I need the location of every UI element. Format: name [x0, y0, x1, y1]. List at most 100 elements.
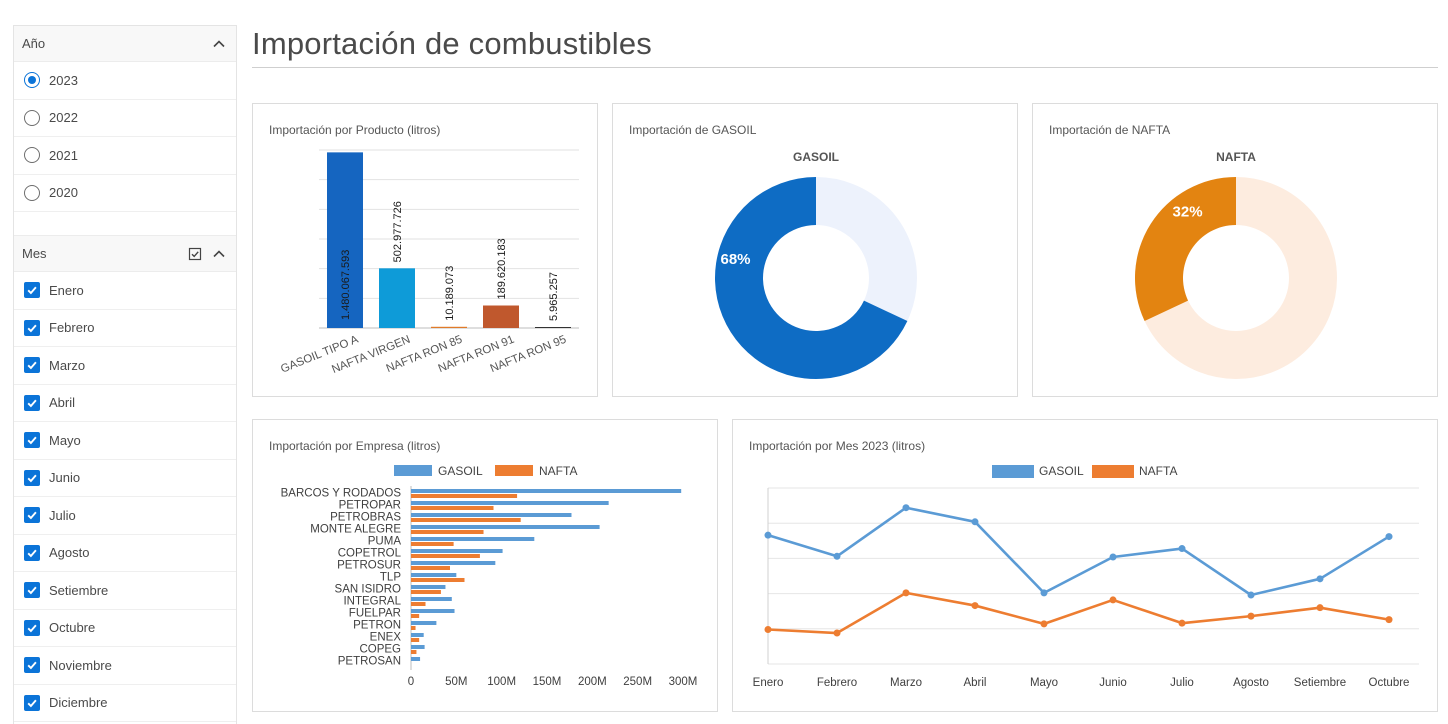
select-all-icon[interactable]	[188, 247, 202, 261]
chevron-up-icon[interactable]	[212, 37, 226, 51]
nafta-chart-card: Importación de NAFTA NAFTA 32%	[1032, 103, 1438, 397]
monthly-chart-card: Importación por Mes 2023 (litros) GASOIL…	[732, 419, 1438, 712]
company-label-13: COPEG	[359, 644, 401, 656]
checkmark-icon	[27, 586, 37, 595]
year-filter-header[interactable]: Año	[14, 26, 236, 62]
checkmark-icon	[27, 661, 37, 670]
month-option-abril[interactable]: Abril	[14, 385, 236, 422]
checkbox[interactable]	[24, 394, 40, 411]
month-option-diciembre[interactable]: Diciembre	[14, 685, 236, 722]
month-option-junio[interactable]: Junio	[14, 460, 236, 497]
legend-swatch-gasoil	[394, 465, 432, 476]
month-filter-title: Mes	[22, 246, 47, 261]
product-chart-card: Importación por Producto (litros) 1.480.…	[252, 103, 598, 397]
option-label: Diciembre	[49, 695, 108, 711]
legend-label-nafta: NAFTA	[539, 464, 577, 478]
gasoil-chart-card: Importación de GASOIL GASOIL 68%	[612, 103, 1018, 397]
point-gasoil-1	[833, 552, 841, 560]
year-option-2021[interactable]: 2021	[14, 137, 236, 175]
checkbox[interactable]	[24, 619, 40, 636]
bar-gasoil-0	[411, 489, 682, 493]
checkbox[interactable]	[24, 544, 40, 561]
year-option-2022[interactable]: 2022	[14, 100, 236, 137]
checkbox[interactable]	[24, 694, 40, 711]
checkbox[interactable]	[24, 582, 40, 599]
bar-gasoil-14	[411, 657, 421, 661]
checkbox[interactable]	[24, 432, 40, 449]
data-label-2: 10.189.073	[444, 266, 456, 321]
point-gasoil-7	[1247, 591, 1255, 599]
month-option-agosto[interactable]: Agosto	[14, 535, 236, 572]
option-label: Octubre	[49, 620, 96, 636]
chevron-up-icon[interactable]	[212, 247, 226, 261]
bar-3	[483, 305, 519, 328]
x-tick-label-3: 150M	[533, 676, 562, 688]
month-option-febrero[interactable]: Febrero	[14, 310, 236, 347]
year-option-2020[interactable]: 2020	[14, 175, 236, 212]
company-label-5: COPETROL	[338, 548, 402, 560]
month-option-julio[interactable]: Julio	[14, 497, 236, 535]
bar-gasoil-13	[411, 645, 425, 649]
company-label-3: MONTE ALEGRE	[310, 524, 401, 536]
company-label-4: PUMA	[368, 536, 402, 548]
x-tick-label-2: Marzo	[890, 677, 922, 689]
option-label: Marzo	[49, 357, 86, 373]
year-filter-title: Año	[22, 36, 46, 51]
checkbox[interactable]	[24, 657, 40, 674]
bar-gasoil-2	[411, 513, 572, 517]
radio-button[interactable]	[24, 147, 40, 164]
bar-nafta-3	[411, 530, 484, 534]
nafta-donut-chart: NAFTA 32%	[1135, 150, 1337, 379]
x-tick-label-7: Agosto	[1233, 677, 1269, 689]
donut-main-slice	[715, 177, 908, 379]
radio-button[interactable]	[24, 184, 40, 201]
x-tick-label-6: 300M	[669, 676, 698, 688]
checkbox[interactable]	[24, 282, 40, 299]
checkbox[interactable]	[24, 507, 40, 524]
legend-swatch-gasoil	[992, 465, 1034, 478]
point-nafta-1	[833, 629, 841, 637]
option-label: Agosto	[49, 545, 90, 561]
point-nafta-2	[902, 589, 910, 597]
month-option-enero[interactable]: Enero	[14, 272, 236, 310]
bar-nafta-0	[411, 494, 518, 498]
checkbox[interactable]	[24, 469, 40, 486]
checkmark-icon	[27, 361, 37, 370]
line-nafta	[767, 591, 1390, 635]
filter-sidebar: Año 2023 2022 2021 2020 Mes Enero Febrero Mar…	[13, 25, 237, 724]
month-option-noviembre[interactable]: Noviembre	[14, 647, 236, 685]
bar-gasoil-11	[411, 621, 437, 625]
company-label-12: ENEX	[370, 632, 402, 644]
month-option-octubre[interactable]: Octubre	[14, 610, 236, 647]
bar-gasoil-1	[411, 501, 609, 505]
page-title: Importación de combustibles	[252, 26, 652, 61]
month-option-mayo[interactable]: Mayo	[14, 422, 236, 460]
data-label-4: 5.965.257	[548, 272, 560, 321]
bar-nafta-13	[411, 650, 417, 654]
bar-nafta-4	[411, 542, 454, 546]
option-label: Febrero	[49, 320, 95, 336]
bar-gasoil-12	[411, 633, 424, 637]
checkbox[interactable]	[24, 319, 40, 336]
point-nafta-4	[1040, 620, 1048, 628]
checkmark-icon	[27, 436, 37, 445]
year-option-2023[interactable]: 2023	[14, 62, 236, 100]
checkmark-icon	[27, 286, 37, 295]
x-tick-label-5: 250M	[623, 676, 652, 688]
month-option-marzo[interactable]: Marzo	[14, 347, 236, 385]
checkbox[interactable]	[24, 357, 40, 374]
month-option-setiembre[interactable]: Setiembre	[14, 572, 236, 610]
radio-button[interactable]	[24, 109, 40, 126]
month-filter-header[interactable]: Mes	[14, 236, 236, 272]
x-tick-label-0: Enero	[753, 677, 784, 689]
option-label: Junio	[49, 470, 81, 486]
x-tick-label-8: Setiembre	[1294, 677, 1346, 689]
checkmark-icon	[27, 549, 37, 558]
radio-button[interactable]	[24, 72, 40, 89]
chart-title: Importación por Producto (litros)	[269, 123, 441, 137]
company-label-11: PETRON	[353, 620, 401, 632]
company-chart-card: Importación por Empresa (litros) GASOIL N…	[252, 419, 718, 712]
legend-swatch-nafta	[495, 465, 533, 476]
